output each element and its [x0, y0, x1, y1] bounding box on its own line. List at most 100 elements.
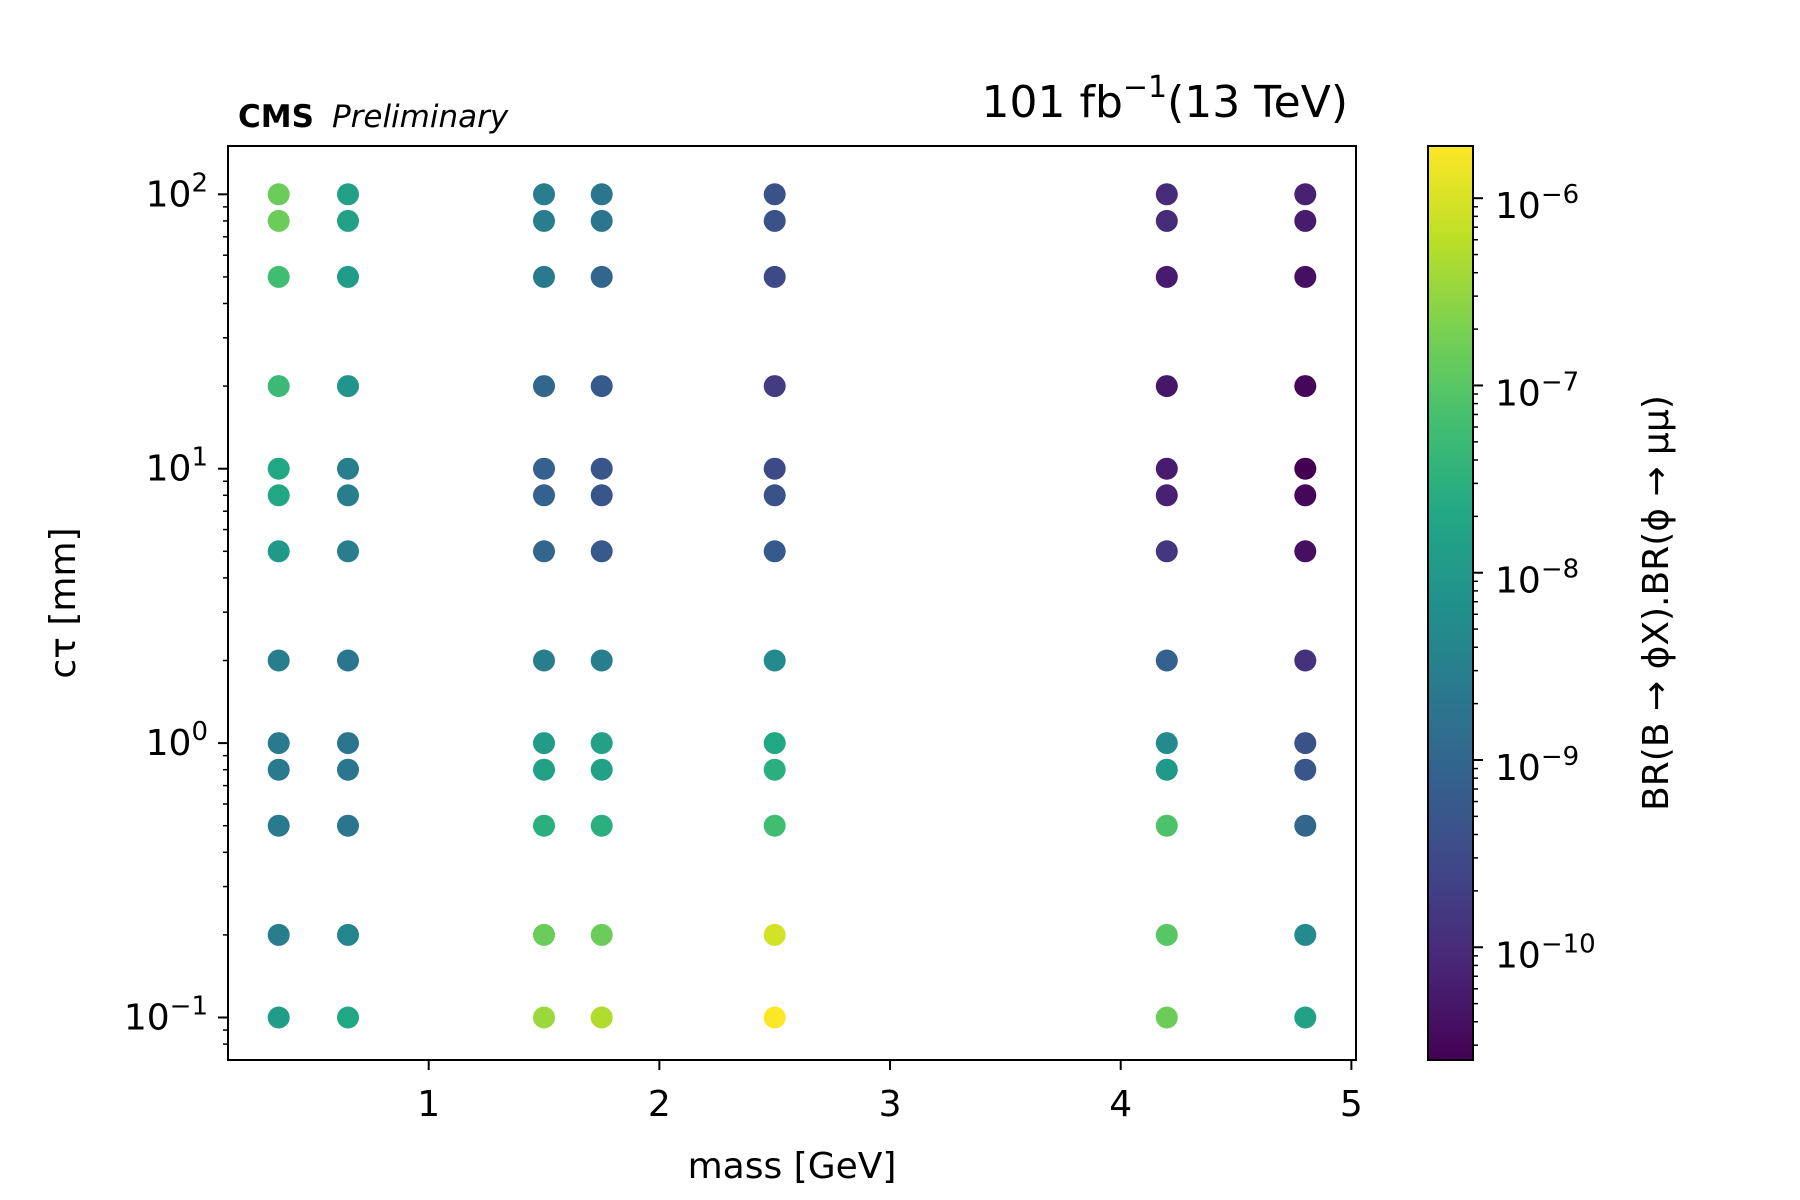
data-point-m0.65-ctau20	[337, 375, 359, 398]
y-tick-label: 10−1	[124, 991, 208, 1038]
data-point-m4.8-ctau50	[1294, 265, 1317, 288]
data-point-m2.5-ctau50	[763, 265, 786, 288]
data-point-m0.65-ctau100	[337, 183, 359, 206]
data-point-m0.35-ctau20	[267, 375, 290, 398]
data-point-m2.5-ctau1	[763, 732, 786, 755]
data-points	[267, 183, 1317, 1029]
x-tick-label: 1	[417, 1084, 440, 1125]
data-point-m4.8-ctau0.5	[1294, 814, 1317, 837]
data-point-m4.2-ctau80	[1155, 209, 1178, 232]
colorbar-tick-label: 10−6	[1495, 180, 1579, 227]
data-point-m1.5-ctau0.1	[533, 1006, 555, 1029]
y-tick-label: 101	[146, 443, 208, 490]
x-tick-label: 5	[1340, 1084, 1363, 1125]
data-point-m0.35-ctau10	[267, 457, 290, 480]
data-point-m0.65-ctau5	[337, 540, 359, 563]
colorbar-ticks: 10−10 10−9 10−8 10−7 10−6	[1473, 180, 1596, 1046]
data-point-m0.65-ctau10	[337, 457, 359, 480]
data-point-m4.8-ctau0.8	[1294, 758, 1317, 781]
status-label: Preliminary	[332, 99, 509, 135]
data-point-m1.5-ctau80	[533, 209, 555, 232]
data-point-m0.35-ctau0.1	[267, 1006, 290, 1029]
data-point-m1.75-ctau8	[590, 484, 613, 507]
data-point-m4.2-ctau2	[1155, 649, 1178, 672]
colorbar-tick-label: 10−10	[1495, 929, 1596, 976]
data-point-m4.2-ctau5	[1155, 540, 1178, 563]
data-point-m4.8-ctau2	[1294, 649, 1317, 672]
data-point-m1.75-ctau0.8	[590, 758, 613, 781]
data-point-m0.35-ctau80	[267, 209, 290, 232]
data-point-m4.8-ctau0.2	[1294, 923, 1317, 946]
data-point-m1.75-ctau100	[590, 183, 613, 206]
data-point-m2.5-ctau20	[763, 375, 786, 398]
data-point-m0.35-ctau100	[267, 183, 290, 206]
data-point-m0.65-ctau8	[337, 484, 359, 507]
data-point-m0.35-ctau2	[267, 649, 290, 672]
experiment-label: CMS	[238, 99, 314, 135]
data-point-m2.5-ctau80	[763, 209, 786, 232]
colorbar-tick-label: 10−7	[1495, 367, 1579, 414]
data-point-m0.65-ctau0.8	[337, 758, 359, 781]
data-point-m1.5-ctau100	[533, 183, 555, 206]
data-point-m4.2-ctau0.5	[1155, 814, 1178, 837]
data-point-m0.65-ctau80	[337, 209, 359, 232]
data-point-m2.5-ctau100	[763, 183, 786, 206]
data-point-m4.2-ctau8	[1155, 484, 1178, 507]
data-point-m1.5-ctau5	[533, 540, 555, 563]
colorbar-tick-label: 10−9	[1495, 742, 1579, 789]
data-point-m0.35-ctau5	[267, 540, 290, 563]
data-point-m0.65-ctau1	[337, 732, 359, 755]
data-point-m1.5-ctau10	[533, 457, 555, 480]
data-point-m1.75-ctau80	[590, 209, 613, 232]
data-point-m1.5-ctau1	[533, 732, 555, 755]
y-axis: 10−1 100 101 102	[124, 168, 228, 1045]
data-point-m1.75-ctau50	[590, 265, 613, 288]
data-point-m0.35-ctau0.5	[267, 814, 290, 837]
data-point-m2.5-ctau2	[763, 649, 786, 672]
data-point-m4.2-ctau50	[1155, 265, 1178, 288]
x-axis: 1 2 3 4 5	[417, 1060, 1363, 1125]
data-point-m1.75-ctau1	[590, 732, 613, 755]
data-point-m0.65-ctau2	[337, 649, 359, 672]
colorbar-tick-label: 10−8	[1495, 555, 1579, 602]
x-axis-title: mass [GeV]	[688, 1146, 897, 1187]
data-point-m0.65-ctau0.5	[337, 814, 359, 837]
x-tick-label: 3	[879, 1084, 902, 1125]
y-tick-label: 100	[146, 717, 208, 764]
colorbar-title: BR(B → ϕX).BR(ϕ → μμ)	[1636, 395, 1677, 811]
colorbar: 10−10 10−9 10−8 10−7 10−6	[1427, 145, 1596, 1061]
data-point-m0.35-ctau1	[267, 732, 290, 755]
data-point-m4.8-ctau80	[1294, 209, 1317, 232]
data-point-m2.5-ctau0.1	[763, 1006, 786, 1029]
data-point-m4.2-ctau0.1	[1155, 1006, 1178, 1029]
data-point-m4.2-ctau0.2	[1155, 923, 1178, 946]
data-point-m4.8-ctau5	[1294, 540, 1317, 563]
data-point-m4.8-ctau8	[1294, 484, 1317, 507]
data-point-m1.5-ctau20	[533, 375, 555, 398]
data-point-m1.75-ctau5	[590, 540, 613, 563]
x-tick-label: 2	[648, 1084, 671, 1125]
data-point-m4.2-ctau10	[1155, 457, 1178, 480]
data-point-m1.75-ctau0.1	[590, 1006, 613, 1029]
data-point-m2.5-ctau0.2	[763, 923, 786, 946]
data-point-m4.8-ctau100	[1294, 183, 1317, 206]
y-axis-title: cτ [mm]	[43, 527, 84, 678]
data-point-m4.8-ctau1	[1294, 732, 1317, 755]
data-point-m2.5-ctau5	[763, 540, 786, 563]
data-point-m1.75-ctau0.2	[590, 923, 613, 946]
data-point-m1.5-ctau8	[533, 484, 555, 507]
data-point-m0.65-ctau0.2	[337, 923, 359, 946]
x-tick-label: 4	[1109, 1084, 1132, 1125]
chart-header: CMS Preliminary 101 fb−1(13 TeV)	[238, 70, 1348, 135]
data-point-m0.35-ctau0.2	[267, 923, 290, 946]
data-point-m2.5-ctau10	[763, 457, 786, 480]
data-point-m0.65-ctau0.1	[337, 1006, 359, 1029]
data-point-m1.5-ctau0.5	[533, 814, 555, 837]
data-point-m0.35-ctau0.8	[267, 758, 290, 781]
plot-frame	[227, 145, 1357, 1061]
data-point-m1.5-ctau0.2	[533, 923, 555, 946]
data-point-m4.8-ctau0.1	[1294, 1006, 1317, 1029]
data-point-m1.75-ctau0.5	[590, 814, 613, 837]
data-point-m2.5-ctau0.8	[763, 758, 786, 781]
